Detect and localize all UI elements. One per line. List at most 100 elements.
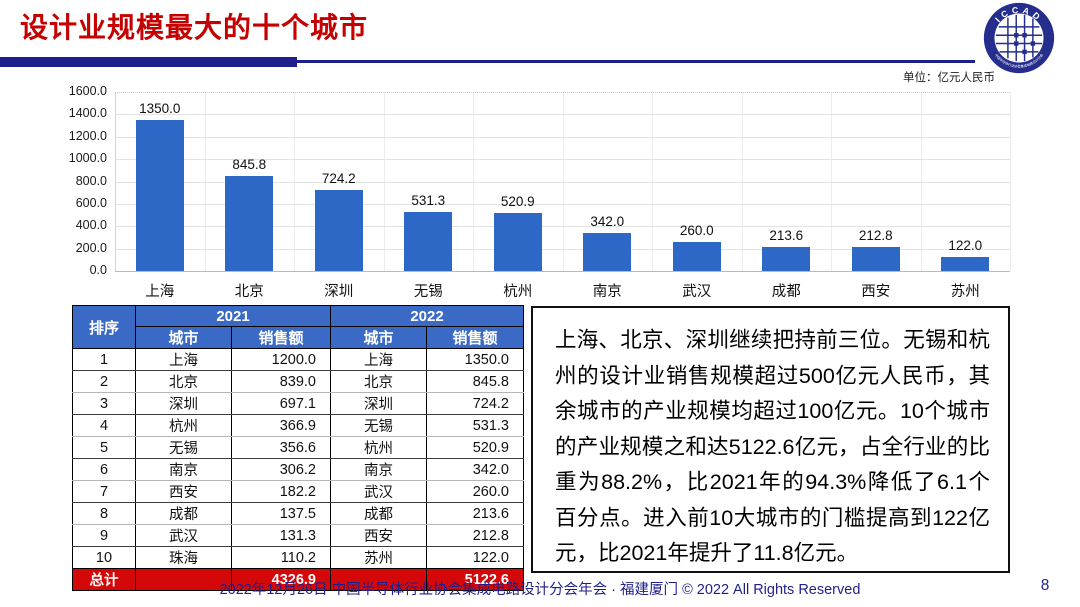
summary-text-box: 上海、北京、深圳继续把持前三位。无锡和杭州的设计业销售规模超过500亿元人民币，… [531,306,1010,573]
table-row: 10 珠海 110.2 苏州 122.0 [72,546,524,569]
x-axis-label: 南京 [592,284,622,300]
header-sales-2022: 销售额 [426,326,524,349]
y-axis-tick-label: 200.0 [75,240,107,255]
table-row: 5 无锡 356.6 杭州 520.9 [72,436,524,459]
gridline-vertical [473,92,474,271]
total-city-2022-empty [330,568,427,591]
table-row: 6 南京 306.2 南京 342.0 [72,458,524,481]
city-2021-cell: 成都 [135,502,232,525]
rank-cell: 9 [72,524,136,547]
sales-2021-cell: 1200.0 [231,348,331,371]
table-row: 8 成都 137.5 成都 213.6 [72,502,524,525]
gridline-horizontal [115,181,1010,183]
sales-2021-cell: 137.5 [231,502,331,525]
y-axis-tick-label: 1600.0 [68,84,107,98]
bar [314,189,363,271]
x-axis-label: 上海 [145,284,175,300]
rank-cell: 6 [72,458,136,481]
bar-value-label: 1350.0 [139,100,181,116]
header-city-2022: 城市 [330,326,427,349]
gridline-horizontal [115,159,1010,161]
total-sales-2021: 4326.9 [231,568,331,591]
sales-2022-cell: 531.3 [426,414,524,437]
y-axis-tick-label: 600.0 [75,195,107,210]
rank-cell: 3 [72,392,136,415]
table-row: 2 北京 839.0 北京 845.8 [72,370,524,393]
gridline-vertical [920,92,922,271]
gridline-vertical [204,92,206,271]
city-2022-cell: 北京 [330,370,427,393]
bar [941,257,990,271]
table-row: 9 武汉 131.3 西安 212.8 [72,524,524,547]
gridline-horizontal [115,248,1010,250]
sales-2021-cell: 131.3 [231,524,331,547]
title-underline-thick [0,57,297,67]
table-row: 7 西安 182.2 武汉 260.0 [72,480,524,503]
city-2021-cell: 杭州 [135,414,232,437]
city-2021-cell: 南京 [135,458,232,481]
total-city-2021-empty [135,568,232,591]
x-axis-label: 北京 [234,284,264,300]
sales-2021-cell: 356.6 [231,436,331,459]
y-axis-tick-label: 800.0 [75,173,107,188]
sales-2022-cell: 520.9 [426,436,524,459]
sales-2022-cell: 342.0 [426,458,524,481]
total-label: 总计 [72,568,136,591]
sales-2022-cell: 212.8 [426,524,524,547]
bar [404,211,453,271]
sales-2022-cell: 260.0 [426,480,524,503]
city-2021-cell: 北京 [135,370,232,393]
rank-cell: 2 [72,370,136,393]
table-body: 1 上海 1200.0 上海 1350.0 2 北京 839.0 北京 845.8 3 深圳 697.1… [72,348,524,569]
sales-2021-cell: 110.2 [231,546,331,569]
sales-2021-cell: 697.1 [231,392,331,415]
city-2022-cell: 武汉 [330,480,427,503]
sales-2021-cell: 839.0 [231,370,331,393]
city-2022-cell: 无锡 [330,414,427,437]
logo-grid-dots [1014,33,1036,55]
rank-cell: 8 [72,502,136,525]
x-axis-label: 成都 [771,284,801,300]
table-row: 1 上海 1200.0 上海 1350.0 [72,348,524,371]
bar-value-label: 212.8 [858,228,893,244]
bar-value-label: 260.0 [679,222,714,238]
page-number: 8 [1040,577,1050,594]
sales-2022-cell: 122.0 [426,546,524,569]
title-underline-thin [297,60,975,63]
header-rank: 排序 [72,305,136,349]
city-2022-cell: 深圳 [330,392,427,415]
x-axis-label: 西安 [861,284,891,300]
iccad-logo: ICCAD 中国半导体行业协会集成电路设计分会 [983,2,1055,74]
header-year-2022: 2022 [330,305,524,327]
x-axis-label: 深圳 [324,284,354,300]
sales-2022-cell: 724.2 [426,392,524,415]
sales-2022-cell: 845.8 [426,370,524,393]
y-axis-tick-label: 1200.0 [68,128,107,143]
city-2021-cell: 珠海 [135,546,232,569]
bar [762,247,811,271]
header-year-2021: 2021 [135,305,331,327]
y-axis-tick-label: 1000.0 [68,151,107,166]
city-2021-cell: 西安 [135,480,232,503]
bar-value-label: 724.2 [321,170,356,186]
rank-cell: 7 [72,480,136,503]
city-2021-cell: 无锡 [135,436,232,459]
city-2022-cell: 杭州 [330,436,427,459]
rank-cell: 10 [72,546,136,569]
footer-text: 2022年12月26日 中国半导体行业协会集成电路设计分会年会 · 福建厦门 ©… [219,582,861,598]
header-city-2021: 城市 [135,326,232,349]
x-axis-label: 武汉 [682,284,712,300]
gridline-vertical [831,92,832,271]
total-sales-2022: 5122.6 [426,568,524,591]
gridline-vertical [383,92,385,271]
bar [851,247,900,271]
y-axis-tick-label: 400.0 [75,218,107,233]
bar-value-label: 342.0 [590,213,625,229]
y-axis-tick-label: 1400.0 [68,106,107,121]
gridline-vertical [115,92,116,271]
city-2022-cell: 成都 [330,502,427,525]
sales-2022-cell: 213.6 [426,502,524,525]
bar-value-label: 122.0 [948,238,983,254]
header-sales-2021: 销售额 [231,326,331,349]
gridline-vertical [652,92,653,271]
